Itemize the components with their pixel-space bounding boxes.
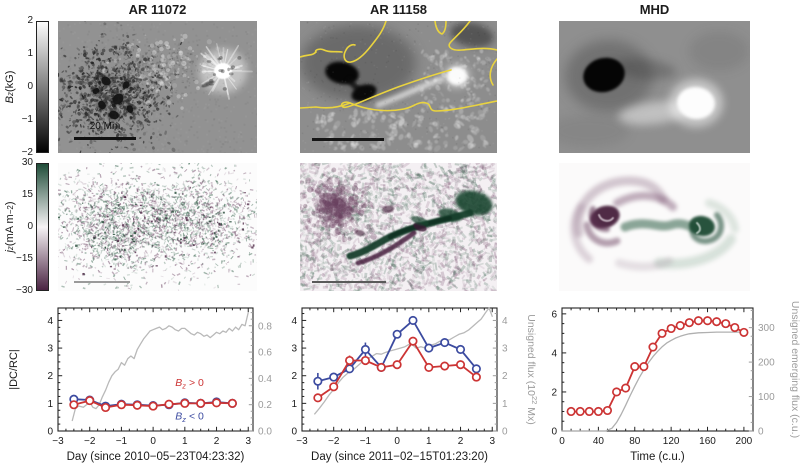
svg-text:1: 1 (182, 436, 188, 447)
svg-text:1: 1 (47, 399, 53, 410)
svg-text:3: 3 (47, 344, 53, 355)
scale-bar-label: 20 Mm (89, 121, 121, 132)
svg-text:200: 200 (758, 358, 775, 369)
svg-text:Day (since 2011−02−15T01:23:20: Day (since 2011−02−15T01:23:20) (311, 451, 488, 463)
colorbar-jz-unit-post: ) (4, 201, 16, 206)
chart-ar11158-evolution: −3 −2 −1 0 1 2 3 0 1 2 3 4 0 1 2 3 4 Day (since 2011−02−1… (270, 296, 560, 471)
panel-title-mhd: MHD (639, 2, 670, 17)
svg-text:2: 2 (551, 387, 557, 398)
colorbar-tick-label: 0 (27, 81, 33, 92)
svg-text:−2: −2 (84, 436, 96, 447)
svg-text:−1: −1 (116, 436, 128, 447)
svg-text:1: 1 (502, 399, 508, 410)
svg-text:2: 2 (47, 371, 53, 382)
svg-text:2: 2 (214, 436, 220, 447)
scale-bar (74, 281, 130, 283)
svg-text:0.8: 0.8 (258, 321, 272, 332)
colorbar-bz-sub: z (5, 92, 15, 97)
svg-text:−1: −1 (360, 436, 372, 447)
svg-text:300: 300 (758, 323, 775, 334)
svg-text:0: 0 (150, 436, 156, 447)
svg-text:1: 1 (291, 399, 297, 410)
svg-text:2: 2 (502, 371, 508, 382)
scale-bar (312, 281, 386, 283)
chart-ar11072-evolution: −3 −2 −1 0 1 2 3 0 1 2 3 4 0.0 0.2 0.4 0.6 0.8 Day (since… (0, 296, 292, 471)
svg-text:0: 0 (502, 427, 508, 438)
svg-text:0.4: 0.4 (258, 374, 272, 385)
svg-text:0: 0 (551, 427, 557, 438)
svg-text:0.6: 0.6 (258, 348, 272, 359)
svg-text:−2: −2 (328, 436, 340, 447)
svg-text:0: 0 (291, 427, 297, 438)
svg-text:0: 0 (394, 436, 400, 447)
svg-text:0.2: 0.2 (258, 400, 272, 411)
colorbar-jz-var: j (4, 250, 16, 253)
svg-text:−3: −3 (52, 436, 64, 447)
colorbar-tick-label: −2 (21, 147, 33, 158)
svg-text:Unsigned emerging flux (c.u.): Unsigned emerging flux (c.u.) (789, 301, 800, 438)
svg-text:0: 0 (559, 436, 565, 447)
current-map-mhd-image (559, 163, 750, 291)
svg-text:Day (since 2010−05−23T04:23:32: Day (since 2010−05−23T04:23:32) (67, 451, 245, 463)
svg-text:4: 4 (47, 316, 53, 327)
svg-text:4: 4 (291, 316, 297, 327)
svg-text:100: 100 (758, 392, 775, 403)
panel-title-ar11072: AR 11072 (128, 2, 187, 17)
svg-text:3: 3 (291, 344, 297, 355)
svg-text:|DC/RC|: |DC/RC| (8, 349, 20, 390)
magnetogram-mhd-image (559, 21, 750, 153)
scale-bar (74, 137, 136, 140)
scale-bar (312, 138, 384, 141)
svg-text:Bz > 0: Bz > 0 (175, 377, 204, 391)
colorbar-tick-label: 2 (27, 15, 33, 26)
colorbar-jz-unit-sup: −2 (5, 205, 15, 215)
svg-text:Bz < 0: Bz < 0 (175, 410, 204, 424)
colorbar-bz (36, 21, 49, 153)
svg-text:4: 4 (502, 316, 508, 327)
svg-text:Unsigned flux (1022 Mx): Unsigned flux (1022 Mx) (525, 314, 539, 424)
colorbar-tick-label: −1 (21, 114, 33, 125)
colorbar-tick-label: 30 (21, 157, 33, 168)
svg-text:4: 4 (551, 348, 557, 359)
svg-text:0: 0 (47, 427, 53, 438)
svg-text:0.0: 0.0 (258, 427, 272, 438)
svg-text:0: 0 (758, 427, 764, 438)
colorbar-tick-label: 0 (27, 221, 33, 232)
panel-title-ar11158: AR 11158 (369, 2, 428, 17)
svg-text:3: 3 (489, 436, 495, 447)
colorbar-tick-label: 1 (27, 48, 33, 59)
svg-text:Time (c.u.): Time (c.u.) (630, 451, 685, 463)
colorbar-tick-label: 15 (21, 189, 33, 200)
colorbar-bz-unit: (kG) (4, 70, 16, 93)
svg-text:−3: −3 (296, 436, 308, 447)
magnetogram-ar11072-image (58, 21, 257, 153)
chart-mhd-evolution: 0 40 80 120 160 200 0 2 4 6 0 100 200 300 Time (c.u.) U… (540, 296, 800, 471)
svg-text:6: 6 (551, 309, 557, 320)
svg-text:2: 2 (291, 371, 297, 382)
svg-text:80: 80 (629, 436, 641, 447)
colorbar-jz-sub: z (5, 246, 15, 251)
svg-text:120: 120 (663, 436, 680, 447)
svg-text:3: 3 (502, 344, 508, 355)
svg-text:200: 200 (736, 436, 753, 447)
svg-text:1: 1 (426, 436, 432, 447)
colorbar-jz-unit: (mA m (4, 214, 16, 247)
svg-text:40: 40 (593, 436, 605, 447)
colorbar-bz-var: B (4, 96, 16, 104)
colorbar-jz (36, 163, 49, 291)
magnetogram-ar11158-image (300, 21, 497, 153)
svg-text:160: 160 (699, 436, 716, 447)
colorbar-tick-label: −15 (16, 253, 33, 264)
svg-text:2: 2 (458, 436, 464, 447)
svg-text:3: 3 (245, 436, 251, 447)
colorbar-tick-label: −30 (16, 285, 33, 296)
current-map-ar11158-image (300, 163, 497, 291)
current-map-ar11072-image (58, 163, 257, 291)
